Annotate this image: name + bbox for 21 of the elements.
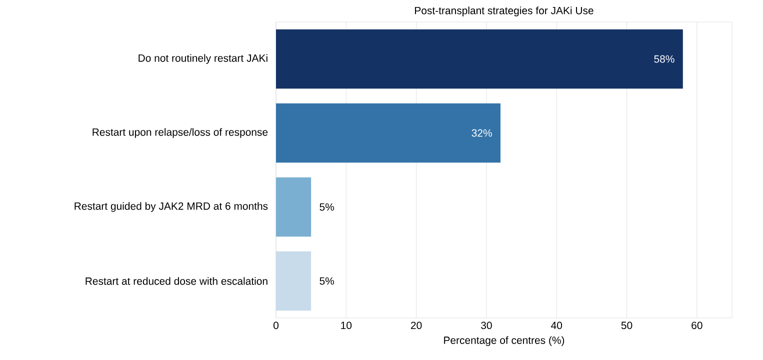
x-tick-label: 20 (411, 322, 422, 330)
x-tick-label: 30 (481, 322, 492, 330)
data-label: 58% (654, 55, 674, 63)
y-tick-label: Restart guided by JAK2 MRD at 6 months (74, 202, 268, 212)
bar (276, 103, 500, 163)
data-label: 5% (320, 277, 334, 285)
x-tick-label: 0 (274, 322, 278, 330)
x-tick-label: 50 (621, 322, 632, 330)
data-label: 32% (472, 129, 492, 137)
bar (276, 251, 312, 311)
bar (276, 29, 683, 89)
x-tick-label: 60 (692, 322, 702, 330)
y-tick-label: Do not routinely restart JAKi (138, 54, 268, 64)
y-tick-label: Restart at reduced dose with escalation (86, 277, 268, 285)
bar (276, 177, 312, 237)
x-axis-title: Percentage of centres (%) (444, 336, 564, 346)
data-label: 5% (320, 203, 334, 211)
x-tick-label: 10 (341, 322, 352, 330)
y-tick-label: Restart upon relapse/loss of response (92, 128, 268, 138)
x-tick-label: 40 (551, 322, 562, 330)
chart-title: Post-transplant strategies for JAKi Use (415, 6, 594, 16)
